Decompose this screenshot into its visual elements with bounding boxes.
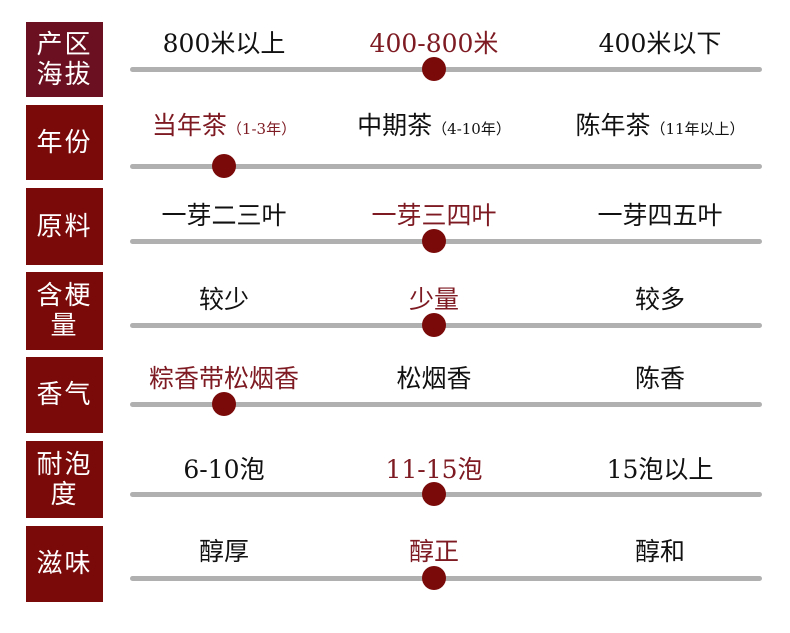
option-text: 陈年茶 [575,111,651,140]
option-text: 6-10泡 [183,455,265,484]
option-text: 少量 [408,285,459,314]
slider-track [130,323,762,328]
option-label: 陈年茶（11年以上） [545,106,775,142]
option-text: 一芽二三叶 [161,201,287,230]
slider-track [130,402,762,407]
option-text: 较多 [634,285,685,314]
row-label: 香气 [26,357,103,433]
slider-indicator [422,57,446,81]
option-label: 较多 [545,280,775,316]
option-text: 400米以下 [598,29,722,58]
option-label: 较少 [109,280,339,316]
slider-indicator [422,482,446,506]
option-label: 800米以上 [109,24,339,60]
option-text: 800米以上 [162,29,286,58]
option-text: 醇和 [634,537,685,566]
option-label: 6-10泡 [109,450,339,486]
slider-track [130,164,762,169]
option-label: 中期茶（4-10年） [319,106,549,142]
option-label: 一芽四五叶 [545,196,775,232]
option-text: 400-800米 [369,29,499,58]
row-label: 耐泡度 [26,441,103,518]
option-text: 一芽三四叶 [371,201,497,230]
option-label: 11-15泡 [319,450,549,486]
row-label: 年份 [26,105,103,180]
option-label: 少量 [319,280,549,316]
option-label: 400-800米 [319,24,549,60]
option-text: 醇正 [408,537,459,566]
option-label: 松烟香 [319,359,549,395]
row-label: 含梗量 [26,272,103,350]
slider-indicator [212,154,236,178]
option-label: 一芽二三叶 [109,196,339,232]
option-label: 15泡以上 [545,450,775,486]
row-label: 产区海拔 [26,22,103,97]
option-label: 400米以下 [545,24,775,60]
option-note: （4-10年） [432,120,511,138]
option-text: 一芽四五叶 [597,201,723,230]
option-text: 较少 [198,285,249,314]
slider-indicator [422,566,446,590]
row-label: 滋味 [26,526,103,602]
option-label: 一芽三四叶 [319,196,549,232]
row-label: 原料 [26,188,103,265]
slider-track [130,67,762,72]
option-text: 中期茶 [357,111,433,140]
option-text: 当年茶 [151,111,227,140]
option-label: 当年茶（1-3年） [109,106,339,142]
option-text: 陈香 [634,364,685,393]
option-label: 醇正 [319,532,549,568]
option-label: 醇和 [545,532,775,568]
slider-track [130,492,762,497]
option-label: 醇厚 [109,532,339,568]
option-text: 11-15泡 [385,455,483,484]
option-text: 醇厚 [198,537,249,566]
slider-track [130,576,762,581]
option-note: （1-3年） [226,120,297,138]
option-text: 松烟香 [396,364,472,393]
option-note: （11年以上） [650,120,745,138]
slider-indicator [422,313,446,337]
slider-track [130,239,762,244]
slider-indicator [422,229,446,253]
option-label: 粽香带松烟香 [109,359,339,395]
option-text: 粽香带松烟香 [148,364,299,393]
option-label: 陈香 [545,359,775,395]
slider-indicator [212,392,236,416]
option-text: 15泡以上 [606,455,714,484]
